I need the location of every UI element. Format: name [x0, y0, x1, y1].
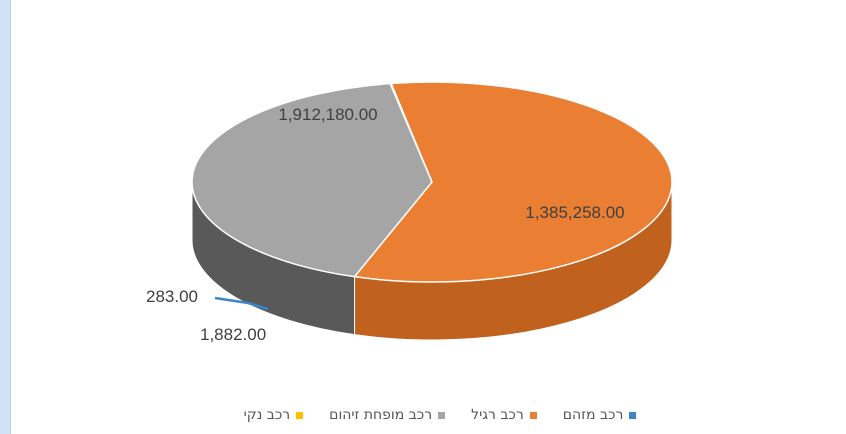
legend-item-2: רכב מופחת זיהום [329, 404, 446, 426]
data-label-0: 1,882.00 [200, 325, 266, 344]
window-edge [0, 0, 11, 434]
data-label-2: 1,385,258.00 [525, 203, 624, 222]
pie-slice-2 [191, 82, 433, 278]
legend-swatch [629, 411, 637, 419]
legend-swatch [438, 411, 446, 419]
legend-swatch [529, 411, 537, 419]
legend-label: רכב רגיל [471, 407, 524, 423]
leader-line-0 [214, 296, 269, 311]
legend-item-1: רכב רגיל [471, 404, 537, 426]
legend-swatch [296, 411, 304, 419]
legend-item-3: רכב נקי [244, 404, 304, 426]
legend-item-0: רכב מזהם [563, 404, 637, 426]
legend-label: רכב מזהם [562, 407, 624, 423]
chart-legend: רכב מזהם רכב רגיל רכב מופחת זיהום רכב נקי [180, 404, 700, 426]
legend-label: רכב מופחת זיהום [329, 407, 433, 423]
pie-slice-3 [389, 82, 433, 183]
legend-label: רכב נקי [243, 407, 291, 423]
data-label-3: 283.00 [146, 287, 198, 306]
pie-slice-1 [353, 81, 673, 283]
data-label-1: 1,912,180.00 [278, 105, 377, 124]
